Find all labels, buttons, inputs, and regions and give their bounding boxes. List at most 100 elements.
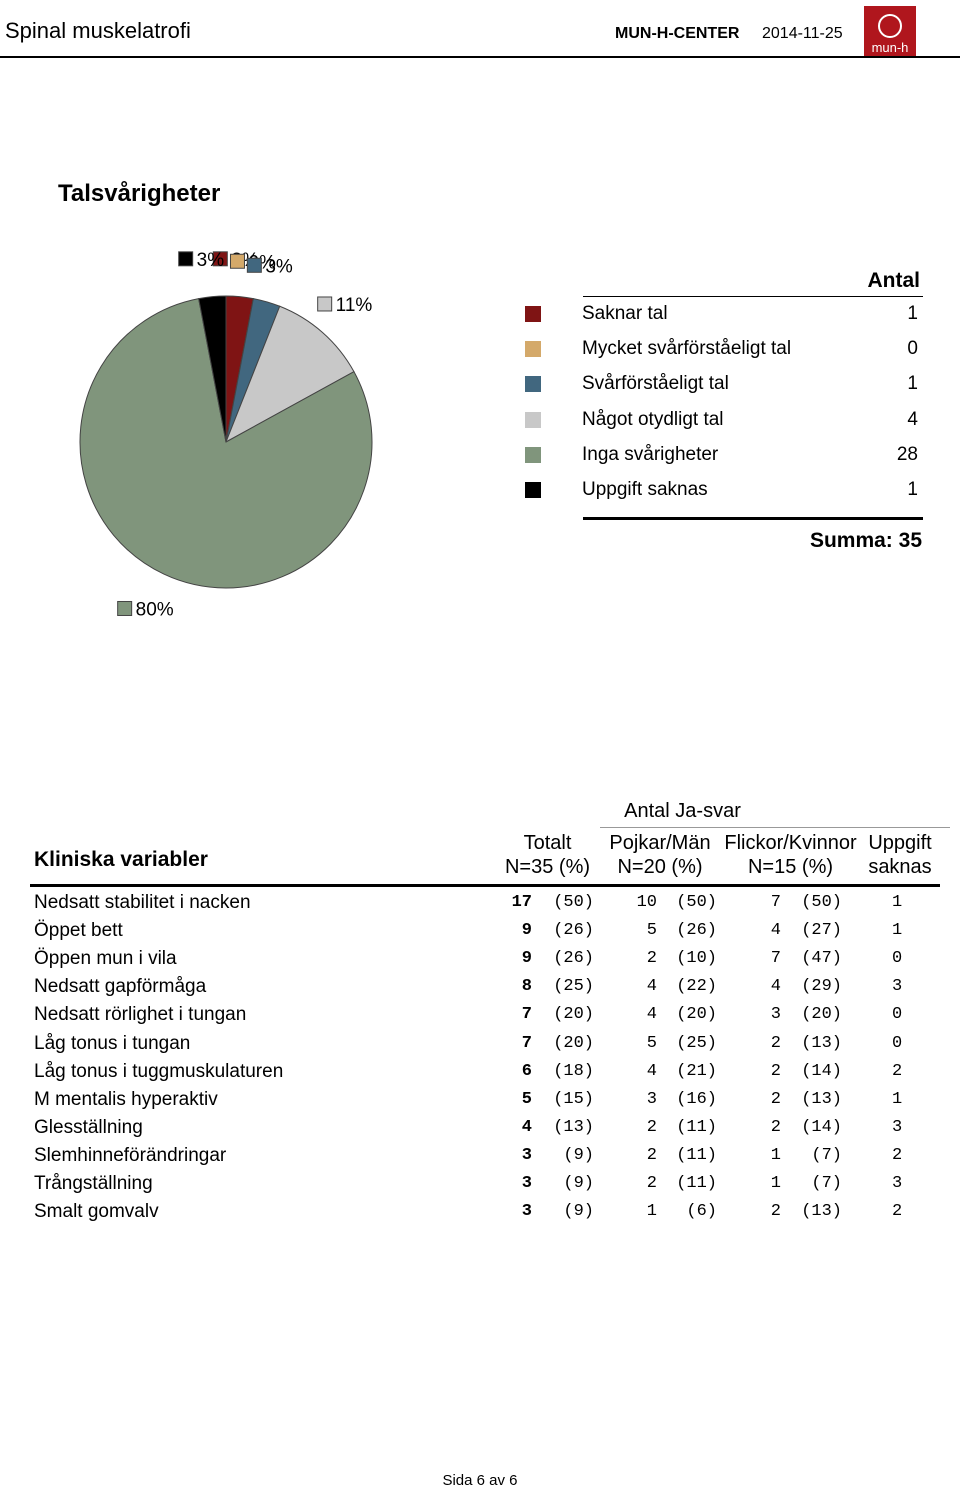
cell: 2 — [892, 1145, 903, 1165]
header-rule — [600, 827, 950, 828]
cell: (22) — [676, 977, 717, 997]
cell: 4 — [646, 1061, 657, 1081]
cell: 0 — [892, 1033, 903, 1053]
cell: (50) — [553, 893, 594, 912]
cell: (13) — [801, 1033, 842, 1053]
legend-count: 1 — [907, 303, 918, 324]
cell: 2 — [646, 1174, 657, 1193]
row-label: Smalt gomvalv — [34, 1201, 159, 1223]
header-date: 2014-11-25 — [762, 25, 843, 42]
row-label: Låg tonus i tuggmuskulaturen — [34, 1060, 284, 1082]
cell: (13) — [553, 1117, 594, 1137]
cell: (20) — [553, 1033, 594, 1053]
cell: (21) — [676, 1061, 717, 1081]
cell: (25) — [676, 1033, 717, 1053]
cell: 2 — [770, 1061, 781, 1081]
cell: (14) — [801, 1061, 842, 1081]
cell: 3 — [521, 1145, 532, 1165]
cell: (13) — [801, 1089, 842, 1109]
row-label: Nedsatt rörlighet i tungan — [34, 1004, 247, 1026]
legend-rule — [583, 296, 923, 297]
slice-label: 11% — [336, 295, 373, 316]
label-swatch — [246, 257, 262, 273]
cell: 1 — [770, 1174, 781, 1193]
row-label: M mentalis hyperaktiv — [34, 1088, 218, 1110]
label-swatch — [212, 251, 228, 267]
cell: 4 — [521, 1117, 532, 1137]
row-label: Öppen mun i vila — [34, 948, 177, 970]
cell: 3 — [646, 1089, 657, 1109]
cell: 8 — [521, 977, 532, 997]
cell: (15) — [553, 1089, 594, 1109]
cell: 1 — [646, 1202, 657, 1222]
cell: 3 — [521, 1174, 532, 1193]
cell: (11) — [676, 1117, 717, 1137]
cell: (13) — [801, 1202, 842, 1222]
logo-icon — [878, 14, 902, 38]
cell: (20) — [553, 1005, 594, 1025]
pie-chart: 3%0%3%11%80%3% — [79, 250, 373, 620]
legend-count: 4 — [907, 408, 918, 430]
cell: (26) — [553, 949, 594, 969]
column-header: Kliniska variabler — [34, 848, 208, 871]
legend-count: 0 — [907, 338, 918, 360]
cell: 2 — [646, 949, 657, 969]
header-org: MUN-H-CENTER — [615, 25, 740, 42]
cell: 3 — [892, 977, 903, 997]
cell: 2 — [770, 1033, 781, 1053]
cell: 7 — [521, 1005, 532, 1025]
cell: (29) — [801, 977, 842, 997]
legend-swatch — [525, 482, 541, 498]
cell: 2 — [646, 1145, 657, 1165]
cell: 2 — [892, 1061, 903, 1081]
cell: 2 — [646, 1117, 657, 1137]
legend-rule — [583, 517, 923, 520]
cell: 17 — [511, 893, 532, 912]
cell: 4 — [770, 977, 781, 997]
legend-label: Något otydligt tal — [582, 408, 724, 430]
cell: 4 — [646, 977, 657, 997]
cell: (26) — [676, 921, 717, 941]
column-header: N=20 (%) — [617, 856, 703, 878]
cell: 9 — [521, 949, 532, 969]
cell: (47) — [801, 949, 842, 969]
column-header: N=35 (%) — [504, 856, 591, 878]
cell: 0 — [892, 1005, 903, 1025]
slice-label: 80% — [136, 599, 174, 620]
cell: (18) — [553, 1061, 594, 1081]
cell: 1 — [892, 893, 903, 912]
cell: (7) — [811, 1174, 842, 1193]
row-label: Trångställning — [34, 1173, 153, 1194]
legend-swatch — [525, 411, 541, 428]
cell: 2 — [892, 1202, 903, 1222]
legend-label: Uppgift saknas — [582, 479, 708, 500]
slice-label: 3% — [197, 250, 225, 271]
legend-label: Svårförståeligt tal — [582, 373, 729, 395]
cell: (7) — [811, 1145, 842, 1165]
column-header: Pojkar/Män — [609, 832, 711, 854]
column-header: N=15 (%) — [747, 856, 834, 878]
row-label: Låg tonus i tungan — [34, 1032, 191, 1054]
cell: (26) — [553, 921, 594, 941]
row-label: Slemhinneförändringar — [34, 1144, 227, 1166]
legend-total: Summa: 35 — [809, 529, 922, 552]
cell: (27) — [801, 921, 842, 941]
column-header: Totalt — [523, 832, 572, 854]
legend-label: Inga svårigheter — [582, 443, 719, 465]
cell: (50) — [676, 893, 717, 912]
legend-swatch — [525, 446, 541, 463]
cell: 5 — [646, 1033, 657, 1053]
legend-count: 1 — [907, 479, 918, 500]
cell: 3 — [892, 1117, 903, 1137]
cell: 7 — [770, 893, 781, 912]
cell: 2 — [770, 1117, 781, 1137]
row-label: Glesställning — [34, 1116, 143, 1138]
legend-label: Saknar tal — [582, 303, 668, 324]
logo-circle — [878, 14, 902, 38]
cell: 4 — [770, 921, 781, 941]
header-title: Spinal muskelatrofi — [5, 18, 191, 43]
cell: 7 — [770, 949, 781, 969]
row-label: Nedsatt stabilitet i nacken — [34, 892, 251, 913]
cell: 2 — [770, 1202, 781, 1222]
